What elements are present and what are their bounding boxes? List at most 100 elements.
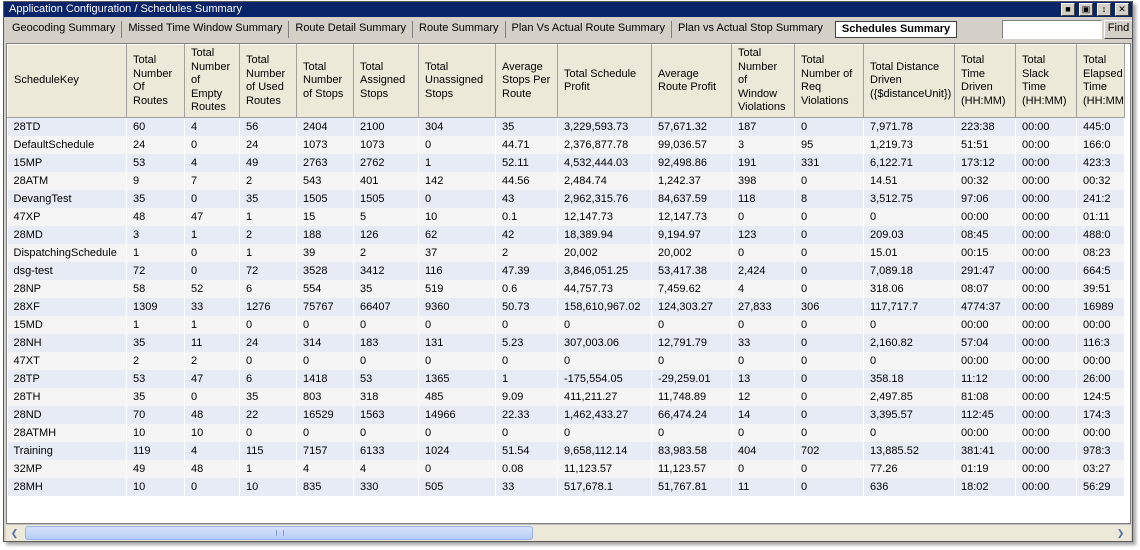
table-row[interactable]: DefaultSchedule 24 0 24 1073 1073 0 44.71 2,376,… bbox=[7, 136, 1125, 154]
table-cell: 0 bbox=[184, 478, 240, 496]
save-icon[interactable]: ■ bbox=[1061, 3, 1075, 16]
column-header[interactable]: Total Number of Stops bbox=[296, 44, 354, 118]
table-cell: 60 bbox=[126, 117, 185, 136]
table-cell: 10 bbox=[184, 424, 240, 442]
column-header[interactable]: Total Time Driven (HH:MM) bbox=[954, 44, 1016, 118]
table-cell: 174:3 bbox=[1076, 406, 1125, 424]
tab-plan-vs-actual-route-summary[interactable]: Plan Vs Actual Route Summary bbox=[504, 21, 671, 38]
table-row[interactable]: 28TP 53 47 6 1418 53 1365 1 -175,554.05 -29,259.0… bbox=[7, 370, 1125, 388]
horizontal-scrollbar[interactable]: ❮ ❯ bbox=[6, 524, 1131, 541]
table-cell: 7,971.78 bbox=[863, 117, 955, 136]
table-row[interactable]: DispatchingSchedule 1 0 1 39 2 37 2 20,002 20,002… bbox=[7, 244, 1125, 262]
table-cell: 95 bbox=[794, 136, 864, 154]
table-row[interactable]: 28NP 58 52 6 554 35 519 0.6 44,757.73 7,459.62 4 0 3… bbox=[7, 280, 1125, 298]
title-bar: Application Configuration / Schedules Su… bbox=[4, 2, 1132, 17]
tab-missed-time-window-summary[interactable]: Missed Time Window Summary bbox=[121, 21, 288, 38]
tab-schedules-summary[interactable]: Schedules Summary bbox=[834, 21, 958, 38]
schedule-key-cell: 28MH bbox=[7, 478, 127, 496]
column-header[interactable]: Total Number Of Routes bbox=[126, 44, 185, 118]
table-cell: 49 bbox=[239, 154, 297, 172]
schedules-grid[interactable]: ScheduleKey Total Number Of Routes Total N… bbox=[6, 43, 1131, 524]
column-header[interactable]: Total Number of Empty Routes bbox=[184, 44, 240, 118]
table-cell: 0 bbox=[557, 352, 652, 370]
table-row[interactable]: 32MP 49 48 1 4 4 0 0.08 11,123.57 11,123.57 0 0 77.2… bbox=[7, 460, 1125, 478]
find-button[interactable]: Find bbox=[1104, 20, 1132, 39]
table-row[interactable]: 15MD 1 1 0 0 0 0 0 0 0 0 0 0 00:00 00:00 00:00 bbox=[7, 316, 1125, 334]
scrollbar-thumb[interactable] bbox=[25, 526, 533, 540]
table-cell: 330 bbox=[353, 478, 419, 496]
column-header[interactable]: Total Slack Time (HH:MM) bbox=[1015, 44, 1077, 118]
table-cell: 0 bbox=[863, 208, 955, 226]
table-cell: 0 bbox=[731, 352, 795, 370]
table-row[interactable]: 47XP 48 47 1 15 5 10 0.1 12,147.73 12,147.73 0 0 0 00… bbox=[7, 208, 1125, 226]
scroll-left-arrow-icon[interactable]: ❮ bbox=[10, 528, 19, 538]
table-row[interactable]: 28TH 35 0 35 803 318 485 9.09 411,211.27 11,748.8… bbox=[7, 388, 1125, 406]
table-row[interactable]: 28NH 35 11 24 314 183 131 5.23 307,003.06 12,791.… bbox=[7, 334, 1125, 352]
table-row[interactable]: dsg-test 72 0 72 3528 3412 116 47.39 3,846,051.2… bbox=[7, 262, 1125, 280]
column-header[interactable]: Total Unassigned Stops bbox=[418, 44, 496, 118]
table-cell: 14.51 bbox=[863, 172, 955, 190]
table-cell: 2,376,877.78 bbox=[557, 136, 652, 154]
column-header[interactable]: Average Stops Per Route bbox=[495, 44, 558, 118]
table-cell: 543 bbox=[296, 172, 354, 190]
table-cell: 124,303.27 bbox=[651, 298, 732, 316]
table-cell: 15.01 bbox=[863, 244, 955, 262]
table-cell: 0.6 bbox=[495, 280, 558, 298]
scroll-right-arrow-icon[interactable]: ❯ bbox=[1116, 528, 1125, 538]
column-header[interactable]: Average Route Profit bbox=[651, 44, 732, 118]
lock-icon[interactable]: ▣ bbox=[1079, 3, 1093, 16]
tab-route-summary[interactable]: Route Summary bbox=[412, 21, 504, 38]
search-input[interactable] bbox=[1002, 20, 1102, 39]
table-cell: 131 bbox=[418, 334, 496, 352]
table-row[interactable]: DevangTest 35 0 35 1505 1505 0 43 2,962,315.76 84… bbox=[7, 190, 1125, 208]
column-header[interactable]: ScheduleKey bbox=[7, 44, 127, 118]
table-cell: 188 bbox=[296, 226, 354, 244]
column-header[interactable]: Total Number of Req Violations bbox=[794, 44, 864, 118]
pin-icon[interactable]: ↕ bbox=[1097, 3, 1111, 16]
column-header[interactable]: Total Number of Used Routes bbox=[239, 44, 297, 118]
report-tabs: Geocoding Summary Missed Time Window Summ… bbox=[6, 21, 958, 38]
table-row[interactable]: 28XF 1309 33 1276 75767 66407 9360 50.73 158,610… bbox=[7, 298, 1125, 316]
close-icon[interactable]: ✕ bbox=[1115, 3, 1129, 16]
table-cell: 7 bbox=[184, 172, 240, 190]
table-row[interactable]: 28ND 70 48 22 16529 1563 14966 22.33 1,462,433.2… bbox=[7, 406, 1125, 424]
table-cell: 158,610,967.02 bbox=[557, 298, 652, 316]
table-cell: 3,846,051.25 bbox=[557, 262, 652, 280]
tab-plan-vs-actual-stop-summary[interactable]: Plan vs Actual Stop Summary bbox=[670, 21, 829, 38]
scrollbar-track[interactable] bbox=[537, 526, 1097, 540]
table-row[interactable]: 28TD 60 4 56 2404 2100 304 35 3,229,593.73 57,671… bbox=[7, 117, 1125, 136]
table-cell: 24 bbox=[239, 334, 297, 352]
table-cell: 0 bbox=[794, 226, 864, 244]
schedule-key-cell: 28NH bbox=[7, 334, 127, 352]
table-row[interactable]: 28MD 3 1 2 188 126 62 42 18,389.94 9,194.97 123 0 20… bbox=[7, 226, 1125, 244]
table-cell: 11 bbox=[184, 334, 240, 352]
tab-geocoding-summary[interactable]: Geocoding Summary bbox=[12, 22, 116, 34]
table-row[interactable]: 28MH 10 0 10 835 330 505 33 517,678.1 51,767.81 11… bbox=[7, 478, 1125, 496]
table-row[interactable]: 28ATMH 10 10 0 0 0 0 0 0 0 0 0 0 00:00 00:00 00:00 bbox=[7, 424, 1125, 442]
table-cell: 0 bbox=[184, 388, 240, 406]
table-cell: 2404 bbox=[296, 117, 354, 136]
table-cell: 35 bbox=[239, 190, 297, 208]
column-header[interactable]: Total Assigned Stops bbox=[353, 44, 419, 118]
table-cell: 00:00 bbox=[1015, 460, 1077, 478]
table-cell: 00:00 bbox=[1015, 478, 1077, 496]
table-cell: 56 bbox=[239, 117, 297, 136]
table-cell: 0 bbox=[296, 352, 354, 370]
table-cell: 0 bbox=[794, 460, 864, 478]
table-cell: 2 bbox=[184, 352, 240, 370]
table-row[interactable]: 15MP 53 4 49 2763 2762 1 52.11 4,532,444.03 92,49… bbox=[7, 154, 1125, 172]
table-row[interactable]: 28ATM 9 7 2 543 401 142 44.56 2,484.74 1,242.37 39… bbox=[7, 172, 1125, 190]
table-cell: 0 bbox=[418, 190, 496, 208]
column-header[interactable]: Total Distance Driven ({$distanceUnit}) bbox=[863, 44, 955, 118]
column-header[interactable]: Total Schedule Profit bbox=[557, 44, 652, 118]
tab-route-detail-summary[interactable]: Route Detail Summary bbox=[288, 21, 412, 38]
table-cell: 173:12 bbox=[954, 154, 1016, 172]
table-row[interactable]: 47XT 2 2 0 0 0 0 0 0 0 0 0 0 00:00 00:00 00:00 bbox=[7, 352, 1125, 370]
table-cell: 1073 bbox=[353, 136, 419, 154]
table-cell: 00:32 bbox=[954, 172, 1016, 190]
column-header[interactable]: Total Elapsed Time (HH:MM) bbox=[1076, 44, 1125, 118]
column-header[interactable]: Total Number of Window Violations bbox=[731, 44, 795, 118]
table-cell: 10 bbox=[239, 478, 297, 496]
table-cell: 0 bbox=[794, 388, 864, 406]
table-row[interactable]: Training 119 4 115 7157 6133 1024 51.54 9,658,11… bbox=[7, 442, 1125, 460]
